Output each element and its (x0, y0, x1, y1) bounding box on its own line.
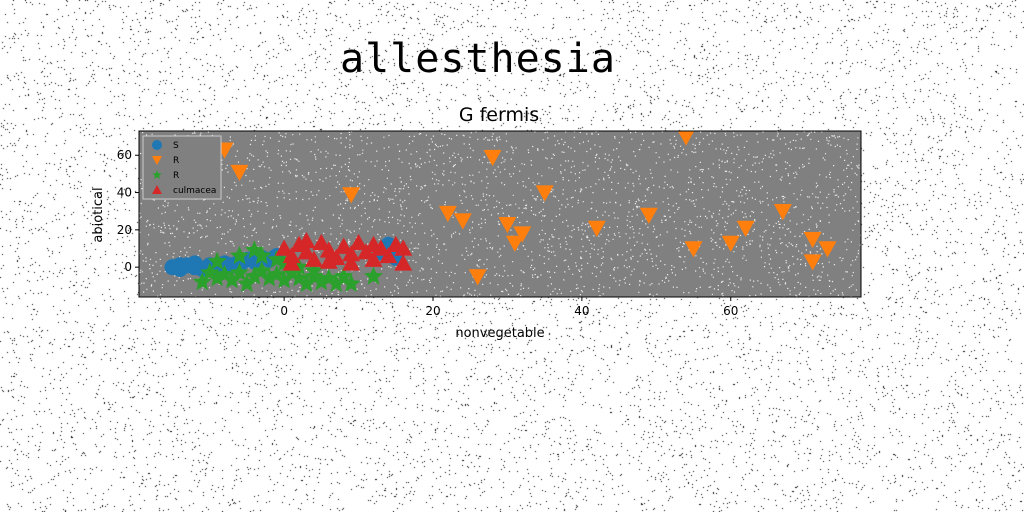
data-point (505, 235, 524, 252)
data-point (334, 237, 353, 254)
data-point (349, 233, 368, 251)
data-point (803, 254, 822, 271)
data-point (230, 246, 249, 265)
data-point (803, 231, 822, 249)
data-point (319, 241, 338, 258)
series-2 (192, 240, 383, 292)
data-point (342, 245, 361, 262)
data-point (275, 239, 294, 256)
page-title: allesthesia (340, 36, 616, 82)
data-point (171, 257, 188, 274)
data-point (312, 233, 331, 251)
data-point (394, 239, 413, 256)
x-tick-label: 60 (723, 304, 738, 318)
legend-marker (152, 140, 162, 150)
data-point (438, 205, 457, 223)
legend-marker (152, 185, 162, 194)
data-point (498, 217, 517, 234)
data-point (364, 235, 383, 252)
data-point (297, 273, 316, 292)
y-tick-label: 40 (117, 186, 132, 200)
data-point (364, 250, 383, 267)
data-point (319, 252, 338, 269)
data-point (379, 246, 398, 264)
data-point (311, 272, 331, 291)
data-point (587, 220, 606, 237)
data-point (684, 241, 703, 258)
data-point (326, 273, 346, 292)
data-point (244, 266, 264, 285)
y-tick-label: 20 (117, 223, 132, 237)
data-point (773, 204, 792, 221)
y-tick-label: 0 (124, 260, 132, 274)
plot-frame (138, 130, 862, 298)
data-point (222, 270, 242, 289)
legend-marker (152, 156, 162, 165)
data-point (677, 131, 695, 146)
data-point (535, 185, 554, 202)
y-axis-label: abiotical (91, 187, 106, 242)
series-3 (275, 232, 413, 271)
legend-label: S (173, 141, 179, 151)
data-point (207, 268, 227, 287)
data-point (513, 226, 532, 243)
data-point (207, 251, 227, 270)
data-point (230, 262, 249, 281)
series-1 (215, 131, 837, 286)
data-point (297, 232, 316, 249)
legend-entry: S (152, 140, 179, 151)
chart-title: G fermis (459, 104, 539, 126)
data-point (818, 241, 837, 258)
data-point (304, 260, 324, 279)
legend-entry: R (152, 156, 179, 166)
x-tick-label: 40 (574, 304, 589, 318)
x-tick-label: 0 (280, 304, 288, 318)
legend-entry: R (152, 170, 179, 181)
legend-label: culmacea (173, 186, 216, 196)
x-tick-label: 20 (425, 304, 440, 318)
data-point (468, 269, 487, 286)
data-point (252, 260, 272, 279)
data-point (186, 255, 203, 272)
legend-marker (152, 170, 162, 179)
data-point (274, 270, 294, 289)
x-axis-label: nonvegetable (455, 326, 544, 341)
data-point (721, 235, 740, 252)
legend-label: R (173, 156, 179, 166)
data-point (736, 220, 755, 237)
data-point (394, 254, 413, 271)
data-point (304, 250, 323, 267)
x-axis: 0 20 40 60 (280, 297, 738, 318)
data-point (259, 268, 279, 287)
data-point (342, 187, 361, 204)
data-point (289, 257, 309, 276)
data-point (639, 207, 658, 224)
data-point (297, 243, 316, 260)
data-marks (164, 131, 837, 292)
y-axis: 0 20 40 60 (117, 148, 139, 274)
data-point (230, 164, 249, 182)
data-point (342, 254, 361, 271)
plot-area (139, 131, 861, 297)
data-point (341, 273, 361, 292)
data-point (192, 272, 212, 291)
data-point (252, 246, 272, 265)
data-point (364, 266, 383, 285)
legend-label: R (173, 171, 179, 181)
data-point (237, 273, 257, 292)
data-point (453, 213, 472, 230)
data-point (334, 266, 354, 285)
data-point (483, 149, 502, 167)
legend-entry: culmacea (152, 185, 216, 196)
data-point (282, 254, 301, 271)
y-tick-label: 60 (117, 148, 132, 162)
